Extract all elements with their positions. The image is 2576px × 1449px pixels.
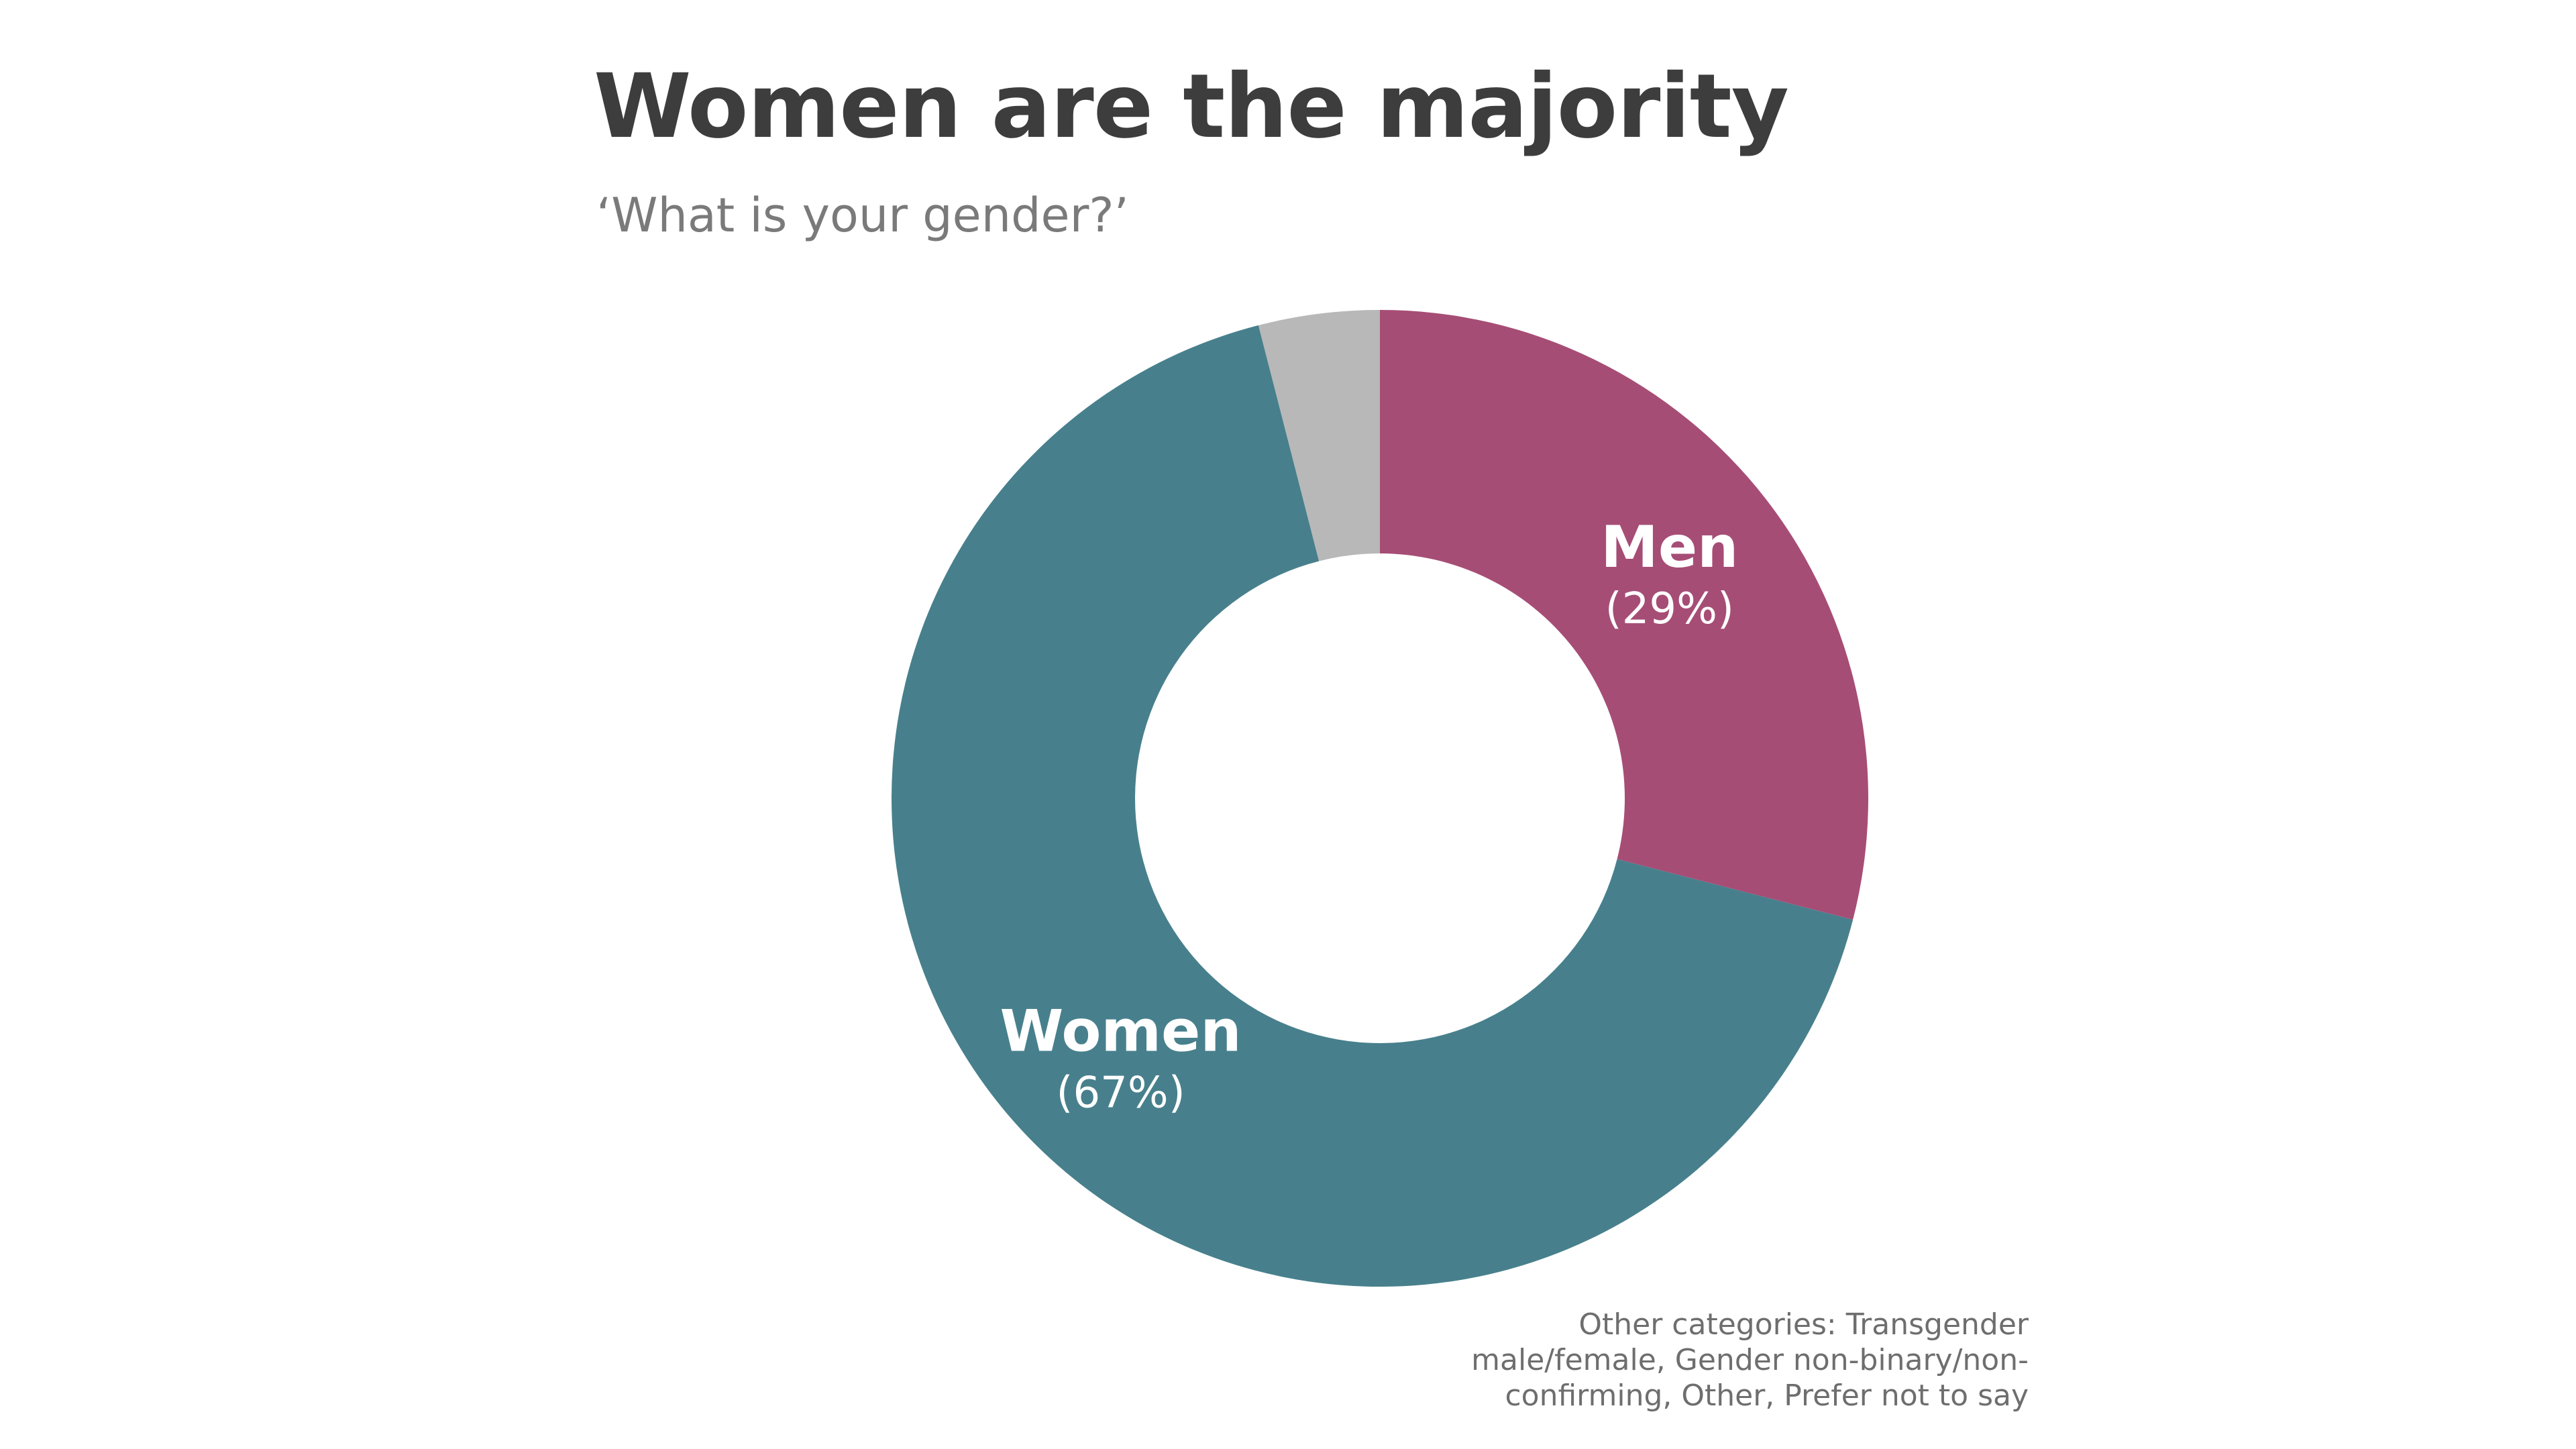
donut-slices (892, 310, 1869, 1287)
donut-slice-other (1258, 310, 1380, 561)
chart-footnote: Other categories: Transgender male/femal… (1471, 1307, 2029, 1413)
slice-value-men: (29%) (1605, 584, 1734, 634)
donut-slice-men (1380, 310, 1869, 920)
slice-value-women: (67%) (1056, 1068, 1185, 1118)
donut-labels: Men(29%) Women(67%) (1000, 514, 1739, 1118)
slice-label-women: Women (1000, 998, 1242, 1065)
chart-title: Women are the majority (594, 55, 1789, 158)
chart-subtitle: ‘What is your gender?’ (596, 188, 1129, 243)
slice-label-men: Men (1601, 514, 1738, 581)
donut-slice-women (892, 325, 1854, 1287)
